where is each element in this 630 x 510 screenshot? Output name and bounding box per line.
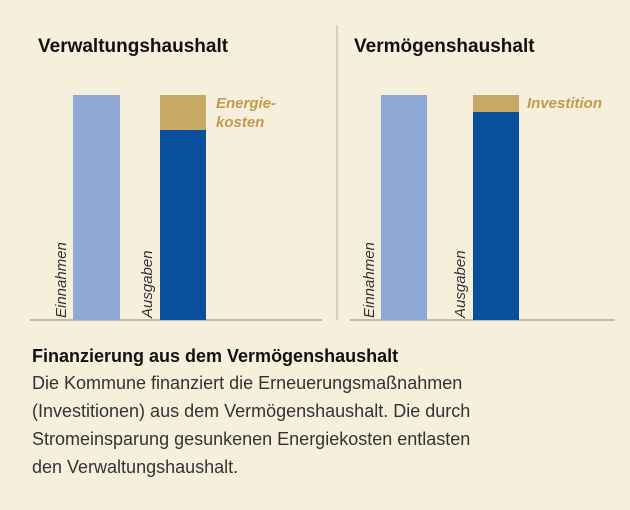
heading: Finanzierung aus dem Vermögenshaushalt xyxy=(32,346,398,366)
bar-label: Einnahmen xyxy=(361,242,378,318)
bar-label: Einnahmen xyxy=(53,242,70,318)
panel-title: Vermögenshaushalt xyxy=(354,36,535,57)
panel-title: Verwaltungshaushalt xyxy=(38,36,229,57)
body-line: (Investitionen) aus dem Vermögenshaushal… xyxy=(32,401,470,421)
segment-note: kosten xyxy=(216,114,264,131)
bar-label: Ausgaben xyxy=(452,250,469,319)
bar-label: Ausgaben xyxy=(139,250,156,319)
segment-note: Energie- xyxy=(216,95,276,112)
income-bar xyxy=(381,95,427,320)
segment-note: Investition xyxy=(527,95,602,112)
expense-bar xyxy=(160,130,206,320)
body-line: Stromeinsparung gesunkenen Energiekosten… xyxy=(32,429,470,449)
body-line: Die Kommune finanziert die Erneuerungsma… xyxy=(32,373,462,393)
energy-cost-segment xyxy=(160,95,206,130)
investment-segment xyxy=(473,95,519,112)
body-line: den Verwaltungshaushalt. xyxy=(32,457,238,477)
expense-bar xyxy=(473,112,519,320)
income-bar xyxy=(73,95,120,320)
